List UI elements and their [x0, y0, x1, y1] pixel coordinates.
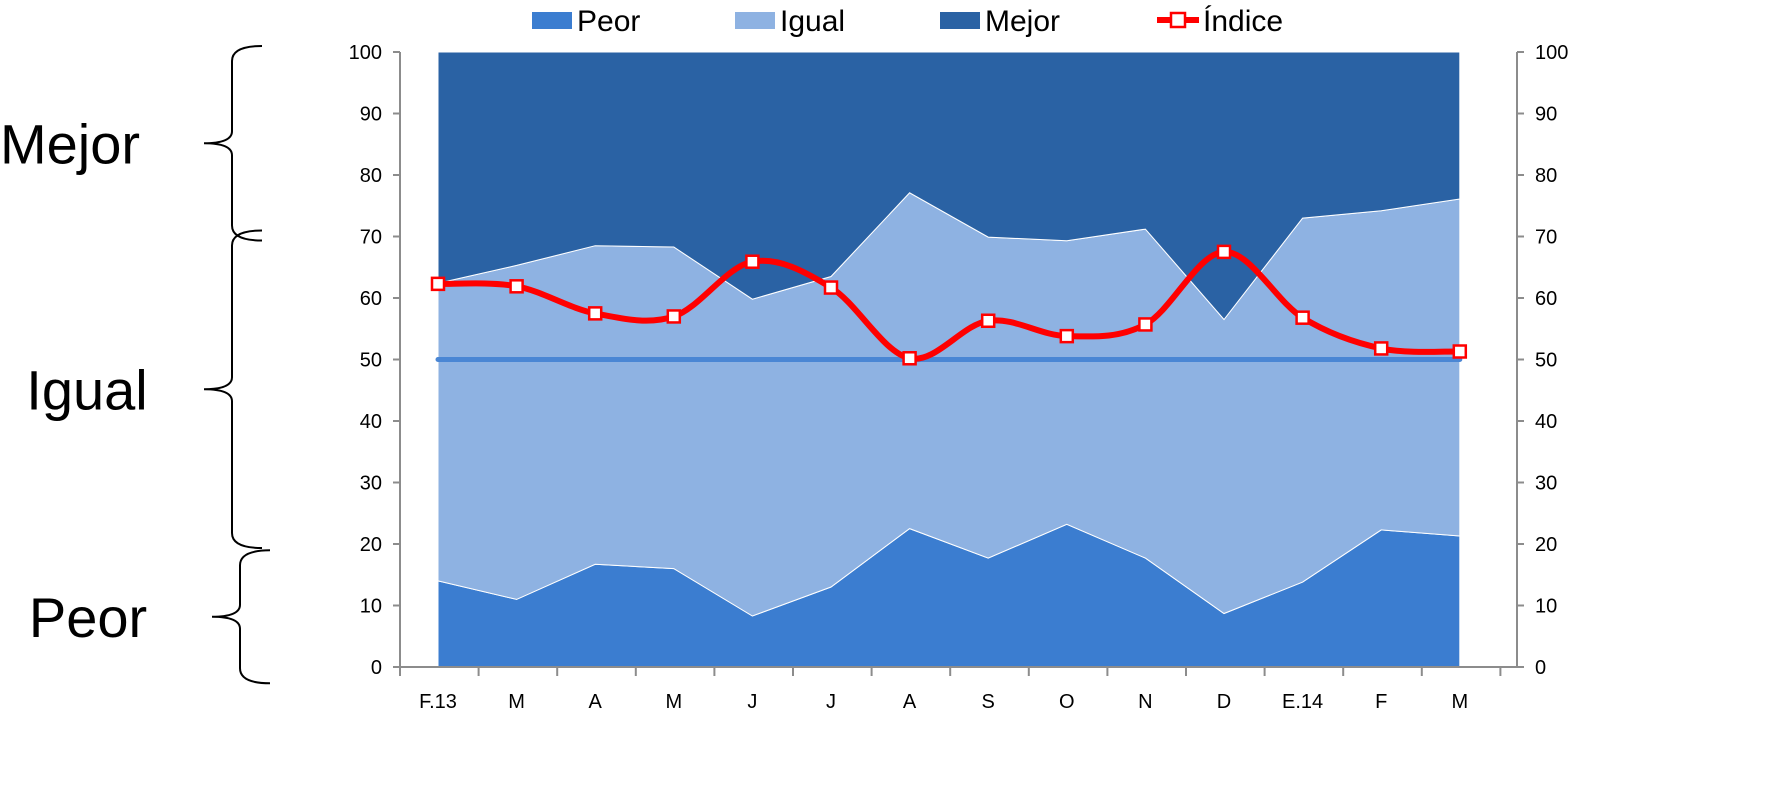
x-category-label: D: [1217, 691, 1231, 713]
x-category-label: J: [747, 691, 757, 713]
side-braces: Mejor Igual Peor: [0, 45, 271, 685]
index-marker: [1216, 244, 1232, 260]
x-category-label: J: [826, 691, 836, 713]
index-marker: [509, 279, 524, 294]
x-category-label: F.13: [419, 691, 457, 713]
index-marker: [1295, 310, 1310, 325]
index-line-group: [430, 244, 1468, 366]
x-category-label: M: [508, 691, 525, 713]
y-tick-label-right: 60: [1535, 288, 1557, 310]
brace: [203, 229, 263, 549]
y-tick-label-right: 90: [1535, 104, 1557, 126]
legend-swatch: [735, 12, 775, 29]
legend-swatch: [940, 12, 980, 29]
axes: 0 0 10 10 20 20 30 30 40 40 50 50 60 60 70 70 80 80 90 90 10…: [349, 42, 1569, 713]
y-tick-label-left: 20: [360, 534, 382, 556]
index-marker: [1373, 341, 1389, 356]
y-tick-label-right: 20: [1535, 534, 1557, 556]
legend-swatch-marker: [1169, 11, 1187, 29]
brace: [211, 549, 271, 685]
y-tick-label-left: 50: [360, 350, 382, 372]
x-category-label: F: [1375, 691, 1387, 713]
legend: Peor Igual Mejor Índice: [532, 5, 1283, 38]
brace-label: Igual: [26, 358, 147, 421]
x-category-label: N: [1138, 691, 1152, 713]
brace-label: Peor: [29, 586, 147, 649]
x-category-label: A: [589, 691, 603, 713]
stacked-areas: [437, 51, 1461, 668]
y-tick-label-left: 70: [360, 227, 382, 249]
brace-label: Mejor: [0, 112, 140, 175]
legend-label: Mejor: [985, 5, 1060, 38]
index-marker: [980, 313, 996, 329]
legend-label: Igual: [780, 5, 845, 38]
x-category-label: O: [1059, 691, 1075, 713]
legend-swatch: [532, 12, 572, 29]
index-marker: [823, 280, 839, 295]
series-line--ndice: [437, 248, 1460, 362]
y-tick-label-right: 30: [1535, 473, 1557, 495]
index-marker: [1138, 317, 1153, 332]
y-tick-label-left: 80: [360, 165, 382, 187]
y-tick-label-right: 0: [1535, 657, 1546, 679]
index-marker: [745, 254, 760, 269]
y-tick-label-right: 40: [1535, 411, 1557, 433]
y-tick-label-right: 80: [1535, 165, 1557, 187]
index-marker: [666, 309, 682, 324]
y-tick-label-left: 90: [360, 104, 382, 126]
x-category-label: S: [982, 691, 995, 713]
y-tick-label-left: 60: [360, 288, 382, 310]
index-marker: [430, 276, 446, 292]
legend-label: Peor: [577, 5, 640, 38]
index-marker: [587, 306, 603, 321]
x-category-label: M: [665, 691, 682, 713]
y-tick-label-left: 30: [360, 473, 382, 495]
x-category-label: M: [1451, 691, 1468, 713]
y-tick-label-right: 50: [1535, 350, 1557, 372]
index-marker: [1452, 344, 1468, 359]
y-tick-label-left: 40: [360, 411, 382, 433]
x-category-label: E.14: [1282, 691, 1323, 713]
x-category-label: A: [903, 691, 917, 713]
brace: [203, 45, 263, 242]
y-tick-label-right: 10: [1535, 596, 1557, 618]
legend-label: Índice: [1203, 5, 1283, 38]
y-tick-label-left: 100: [349, 42, 382, 64]
y-tick-label-left: 10: [360, 596, 382, 618]
y-tick-label-right: 100: [1535, 42, 1568, 64]
y-tick-label-left: 0: [371, 657, 382, 679]
area-mejor: [437, 51, 1461, 321]
index-marker: [902, 351, 917, 366]
index-marker: [1059, 328, 1075, 344]
y-tick-label-right: 70: [1535, 227, 1557, 249]
